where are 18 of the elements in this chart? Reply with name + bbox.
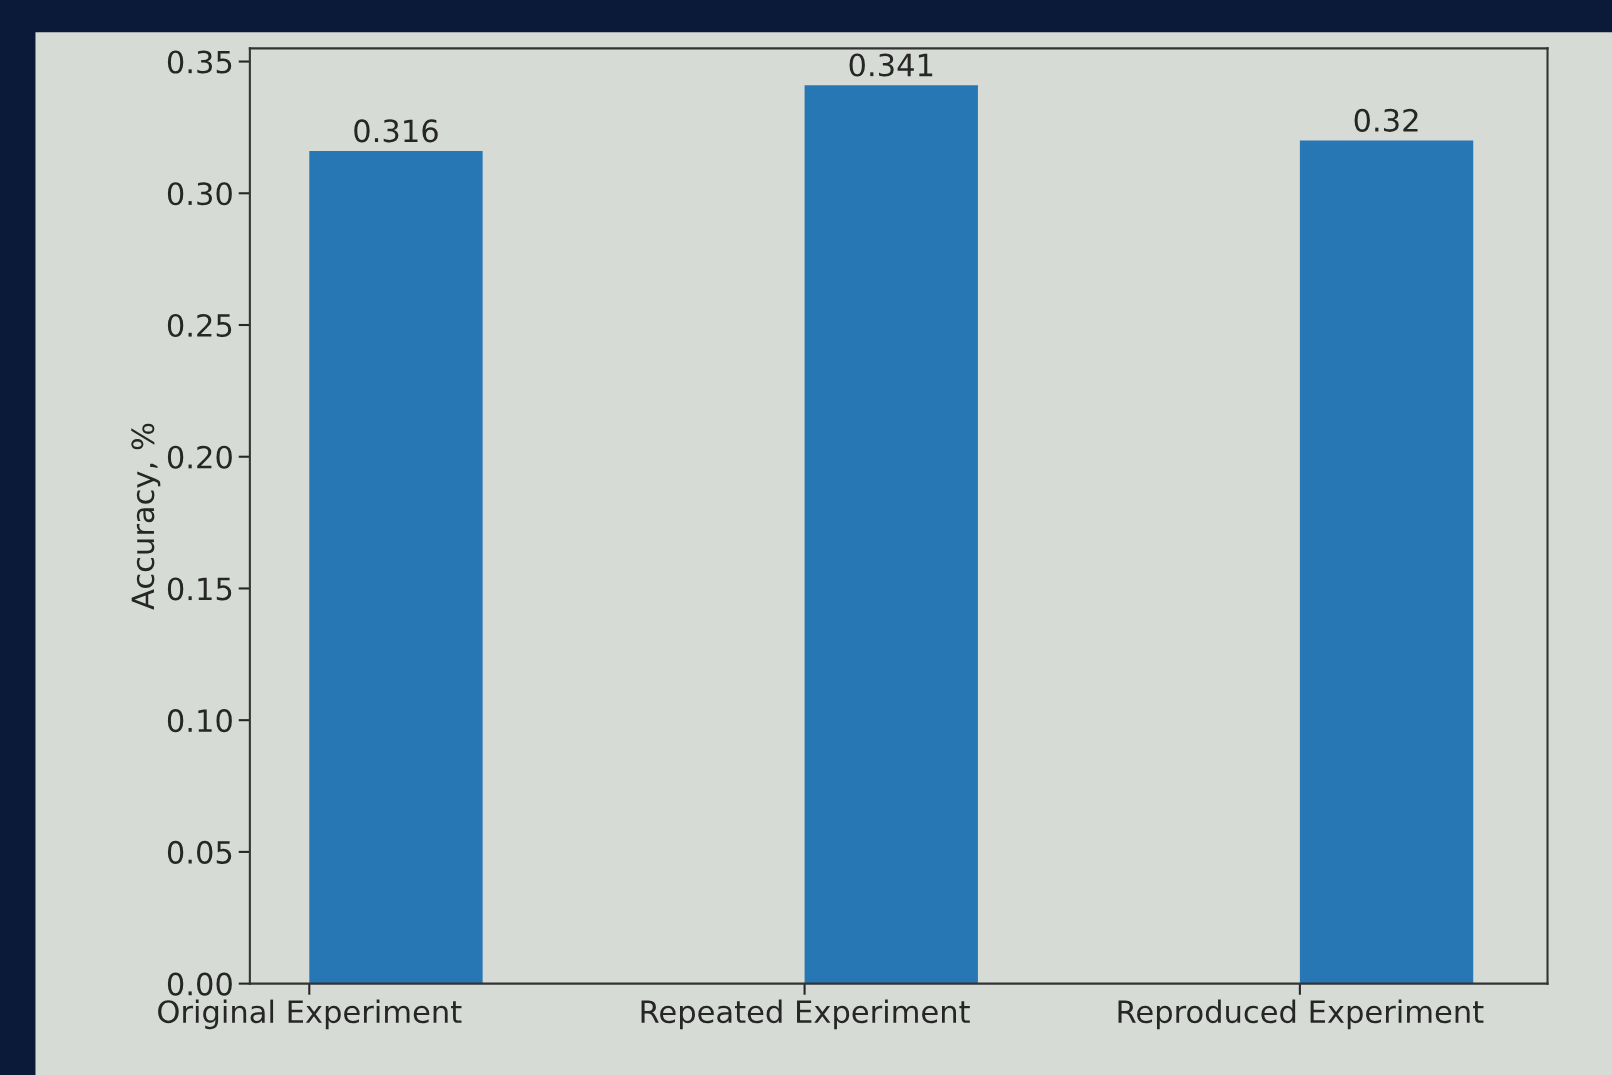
y-axis-title: Accuracy, % bbox=[131, 423, 161, 610]
bar bbox=[804, 85, 978, 984]
y-tick-label: 0.00 bbox=[167, 972, 232, 996]
data-label: 0.316 bbox=[354, 119, 438, 143]
y-tick-label: 0.25 bbox=[167, 313, 232, 338]
y-tick-label: 0.15 bbox=[167, 577, 232, 601]
bar bbox=[309, 151, 483, 984]
x-tick-label: Reproduced Experiment bbox=[1118, 999, 1484, 1030]
y-tick-label: 0.30 bbox=[167, 182, 232, 206]
y-tick-label: 0.20 bbox=[167, 445, 232, 469]
y-tick-label: 0.05 bbox=[167, 840, 232, 864]
bar bbox=[1299, 140, 1474, 984]
y-tick-label: 0.35 bbox=[167, 50, 232, 74]
data-label: 0.32 bbox=[1354, 108, 1418, 132]
x-tick-label: Original Experiment bbox=[158, 999, 462, 1030]
y-tick-label: 0.10 bbox=[167, 709, 232, 733]
x-tick-label: Repeated Experiment bbox=[641, 999, 970, 1030]
data-label: 0.341 bbox=[849, 53, 933, 77]
